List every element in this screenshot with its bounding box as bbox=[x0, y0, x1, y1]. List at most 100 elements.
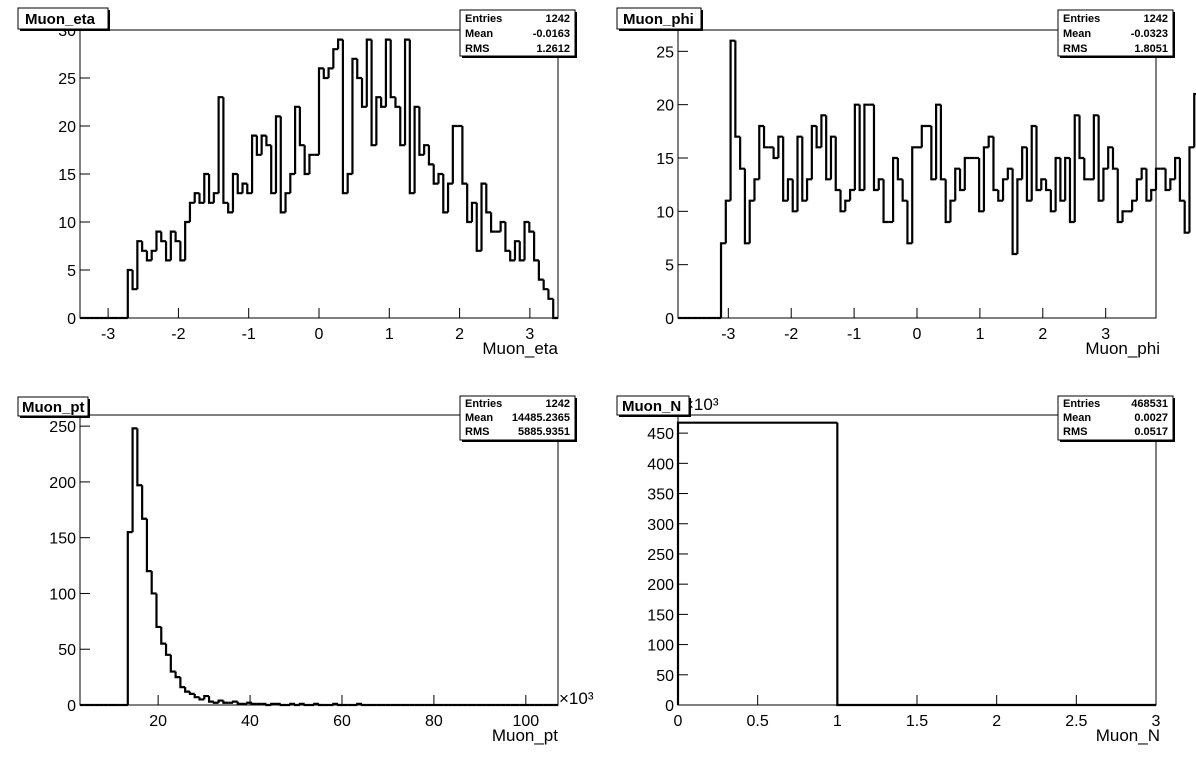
histogram-bin bbox=[499, 220, 506, 232]
x-tick-label: 1 bbox=[975, 326, 984, 343]
histogram-bin bbox=[212, 701, 219, 704]
histogram-bin bbox=[317, 67, 324, 155]
histogram-marks: 20 40 60 80 100 0 50 100 150 200 250 bbox=[49, 419, 558, 730]
histogram-bin bbox=[1188, 146, 1195, 233]
x-tick-label: -1 bbox=[242, 326, 256, 343]
histogram-bin bbox=[1097, 115, 1104, 202]
stats-label-rms: RMS bbox=[1063, 43, 1087, 55]
stats-label-rms: RMS bbox=[1063, 426, 1087, 438]
x-tick-label: -1 bbox=[847, 326, 861, 343]
histogram-bin bbox=[298, 106, 305, 147]
x-tick-label: 3 bbox=[1101, 326, 1110, 343]
histogram-title: Muon_pt bbox=[22, 399, 84, 416]
histogram-bin bbox=[231, 700, 238, 703]
histogram-bin bbox=[126, 531, 133, 705]
histogram-bin bbox=[911, 146, 917, 244]
histogram-bin bbox=[136, 240, 143, 290]
histogram-title: Muon_phi bbox=[623, 11, 694, 28]
histogram-bin bbox=[141, 241, 147, 252]
histogram-bin bbox=[930, 126, 937, 181]
histogram-bin bbox=[423, 144, 429, 155]
histogram-bin bbox=[403, 38, 410, 146]
pad-muon-phi: -3 -2 -1 0 1 2 3 0 5 10 15 20 25 Muon_phi Muon_phi E… bbox=[616, 7, 1196, 358]
histogram-bin bbox=[753, 178, 760, 201]
histogram-bin bbox=[174, 231, 181, 243]
histogram-bin bbox=[1021, 146, 1027, 180]
histogram-bin bbox=[265, 703, 272, 707]
histogram-bin bbox=[1059, 158, 1066, 202]
histogram-bin bbox=[155, 230, 162, 251]
x-axis-title: Muon_N bbox=[1096, 726, 1160, 745]
histogram-bin bbox=[337, 703, 343, 707]
histogram-bin bbox=[997, 190, 1004, 202]
histogram-bin bbox=[203, 172, 210, 203]
y-tick-label: 15 bbox=[656, 151, 674, 168]
x-tick-label: 0 bbox=[913, 326, 922, 343]
stats-label-mean: Mean bbox=[1063, 28, 1091, 40]
histogram-bin bbox=[370, 39, 377, 147]
stats-value-mean: 14485.2365 bbox=[512, 412, 570, 424]
y-tick-label: 0 bbox=[665, 698, 674, 715]
histogram-bin bbox=[327, 67, 334, 78]
x-tick-label: 40 bbox=[241, 713, 259, 730]
histogram-bin bbox=[825, 115, 831, 181]
histogram-bin bbox=[863, 103, 870, 190]
histogram-bin bbox=[485, 183, 492, 214]
histogram-bin bbox=[509, 250, 515, 262]
histogram-bin bbox=[739, 136, 745, 170]
histogram-bin bbox=[877, 178, 884, 190]
histogram-bin bbox=[1068, 158, 1075, 224]
stats-value-entries: 1242 bbox=[546, 398, 570, 410]
histogram-bin bbox=[992, 136, 999, 192]
histogram-bin bbox=[394, 97, 401, 108]
histogram-bin bbox=[762, 126, 769, 149]
histogram-bin bbox=[303, 145, 310, 176]
histogram-bin bbox=[408, 39, 415, 195]
histogram-bin bbox=[174, 671, 181, 679]
histogram-bin bbox=[217, 699, 224, 703]
histogram-bin bbox=[250, 134, 257, 194]
histogram-bin bbox=[1131, 199, 1137, 212]
x-tick-label: 2 bbox=[455, 326, 464, 343]
histogram-bin bbox=[820, 114, 827, 148]
histogram-bin bbox=[906, 200, 913, 245]
histogram-bin bbox=[437, 172, 444, 184]
histogram-bin bbox=[1150, 188, 1156, 201]
histogram-bin bbox=[399, 106, 406, 147]
histogram-bin bbox=[815, 126, 822, 149]
histogram-bin bbox=[944, 179, 951, 224]
y-axis-multiplier: ×10³ bbox=[684, 395, 719, 414]
histogram-bin bbox=[270, 702, 276, 705]
y-tick-label: 0 bbox=[67, 698, 76, 715]
histogram-bin bbox=[1140, 167, 1147, 180]
histogram-bin bbox=[518, 241, 525, 262]
histogram-bin bbox=[193, 693, 200, 699]
histogram-bin bbox=[131, 427, 138, 533]
histogram-bin bbox=[1064, 156, 1070, 201]
histogram-bin bbox=[1040, 178, 1047, 190]
histogram-bin bbox=[217, 96, 224, 194]
y-tick-label: 20 bbox=[656, 98, 674, 115]
histogram-bin bbox=[150, 571, 157, 595]
histogram-bin bbox=[1154, 167, 1161, 190]
stats-label-rms: RMS bbox=[465, 43, 489, 55]
x-tick-label: 3 bbox=[1152, 713, 1161, 730]
histogram-bin bbox=[844, 199, 851, 212]
histogram-bin bbox=[839, 190, 846, 213]
histogram-bin bbox=[150, 249, 157, 261]
histogram-bin bbox=[1174, 156, 1180, 180]
histogram-bin bbox=[829, 135, 836, 180]
histogram-bin bbox=[1011, 168, 1018, 256]
x-axis-title: Muon_phi bbox=[1085, 339, 1160, 358]
histogram-bin bbox=[920, 124, 927, 148]
histogram-bin bbox=[332, 702, 339, 705]
y-tick-label: 150 bbox=[49, 531, 76, 548]
histogram-bin bbox=[1121, 210, 1128, 222]
histogram-bin bbox=[748, 199, 755, 244]
x-axis-multiplier: ×10³ bbox=[559, 689, 594, 708]
histogram-bin bbox=[184, 687, 190, 693]
histogram-bin bbox=[935, 103, 941, 180]
stats-value-rms: 1.8051 bbox=[1134, 43, 1168, 55]
x-tick-label: 1 bbox=[385, 326, 394, 343]
